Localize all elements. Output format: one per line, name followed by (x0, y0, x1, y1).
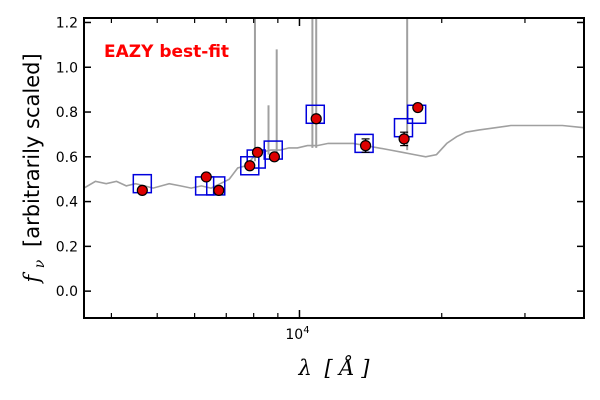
observed-photometry-point-9 (412, 101, 424, 114)
observed-photometry-point-4 (251, 146, 264, 158)
y-tick-label-4: 0.8 (56, 105, 78, 121)
x-tick-label-base-0: 10 (285, 327, 303, 343)
y-tick-label-6: 1.2 (56, 15, 78, 31)
x-axis-label-unit: Å (336, 355, 354, 380)
y-tick-label-5: 1.0 (56, 60, 78, 76)
observed-photometry-point-2 (213, 184, 225, 196)
y-tick-label-1: 0.2 (56, 239, 78, 255)
observed-photometry-point-6 (310, 113, 322, 125)
x-axis-label-open-bracket: [ (325, 356, 334, 380)
y-tick-label-2: 0.4 (56, 195, 78, 211)
y-axis-label-symbol: f (20, 272, 44, 285)
y-axis-label-text: [arbitrarily scaled] (20, 53, 44, 247)
observed-photometry-point-5 (268, 151, 280, 163)
observed-photometry-point-0 (136, 184, 148, 196)
template-spectrum-line (84, 124, 584, 189)
observed-photometry-point-8 (398, 133, 410, 145)
y-tick-label-3: 0.6 (56, 150, 78, 166)
observed-photometry-point-7 (359, 140, 372, 152)
axes-frame (83, 17, 585, 319)
x-axis-label: λ [ Å ] (298, 355, 371, 380)
annotation-eazy-best-fit: EAZY best-fit (104, 42, 229, 62)
y-tick-label-0: 0.0 (56, 284, 78, 300)
observed-photometry-point-1 (200, 171, 212, 183)
x-axis-label-symbol: λ (298, 356, 312, 380)
x-tick-label-0: 104 (285, 325, 309, 343)
plot-area (84, 18, 584, 196)
x-axis-label-close-bracket: ] (360, 356, 370, 380)
observed-photometry-point-3 (244, 160, 256, 172)
axis-ticks: 0.0 0.2 0.4 0.6 0.8 1.0 1.2 104 (56, 15, 584, 343)
y-axis-label: f ν [arbitrarily scaled] (20, 53, 49, 284)
x-tick-label-exponent-0: 4 (303, 325, 309, 336)
y-axis-label-subscript: ν (32, 259, 48, 268)
model-photometry-box-3 (240, 156, 260, 176)
